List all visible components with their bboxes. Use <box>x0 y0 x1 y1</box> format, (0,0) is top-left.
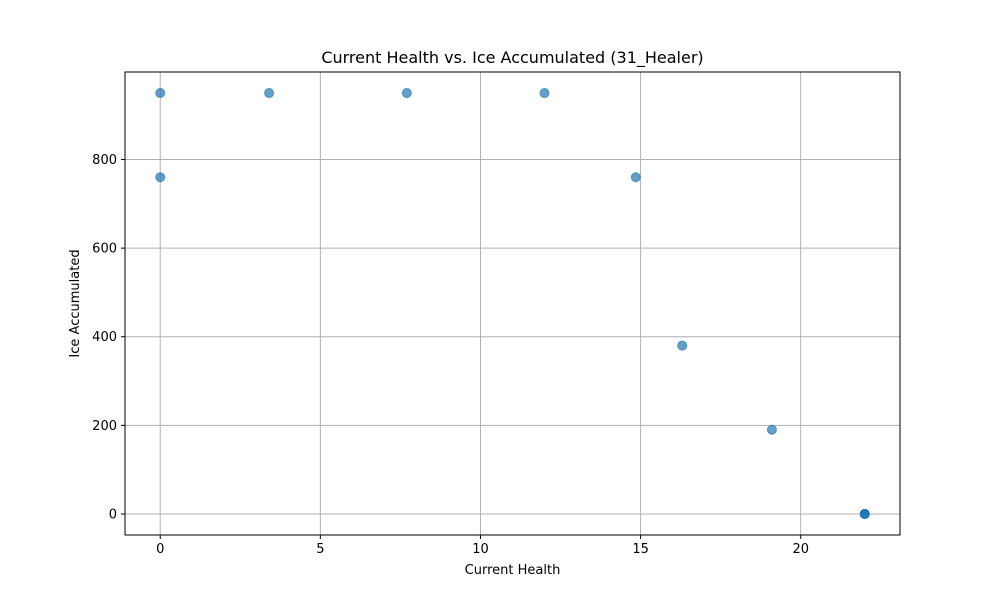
x-tick-label: 5 <box>316 542 324 557</box>
data-point <box>264 88 275 99</box>
data-point <box>630 172 641 183</box>
plot-area-frame <box>124 71 901 536</box>
data-point <box>766 424 777 435</box>
data-points <box>155 88 870 519</box>
y-tick-label: 600 <box>92 242 117 257</box>
y-tick-label: 800 <box>92 153 117 168</box>
data-point <box>155 88 166 99</box>
data-point <box>401 88 412 99</box>
x-axis-label: Current Health <box>465 563 561 578</box>
grid-lines <box>125 72 900 535</box>
x-tick-label: 20 <box>792 542 809 557</box>
data-point <box>677 340 688 351</box>
data-point <box>539 88 550 99</box>
chart-title: Current Health vs. Ice Accumulated (31_H… <box>321 48 703 68</box>
x-tick-label: 0 <box>156 542 164 557</box>
x-tick-label: 10 <box>472 542 489 557</box>
data-point <box>155 172 166 183</box>
y-tick-label: 0 <box>109 507 117 522</box>
data-point <box>859 508 870 519</box>
y-axis-label: Ice Accumulated <box>68 249 83 357</box>
y-tick-label: 200 <box>92 419 117 434</box>
y-tick-label: 400 <box>92 330 117 345</box>
x-tick-label: 15 <box>632 542 649 557</box>
